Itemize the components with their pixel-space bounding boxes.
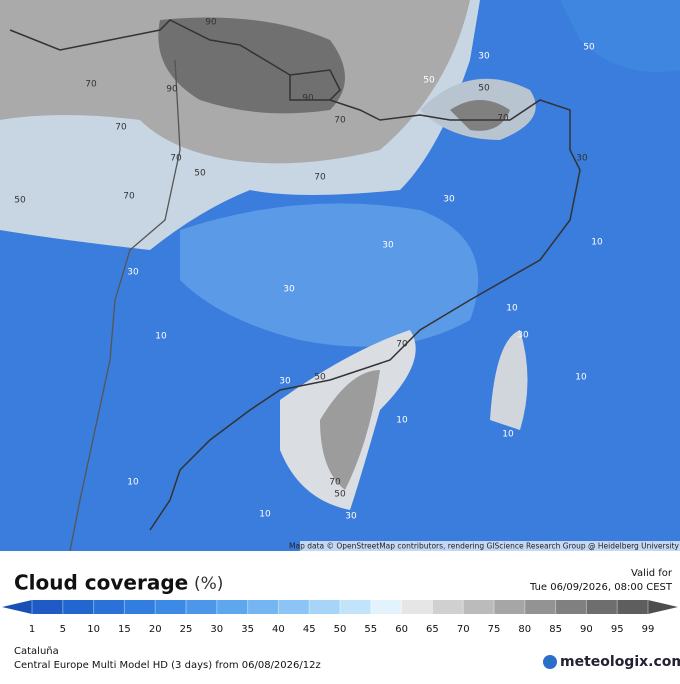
legend-swatch <box>62 600 95 614</box>
contour-label: 10 <box>127 478 139 488</box>
legend-tick-label: 95 <box>611 624 624 635</box>
valid-time: Tue 06/09/2026, 08:00 CEST <box>529 582 673 593</box>
legend-swatch <box>370 600 403 614</box>
legend-swatch <box>247 600 279 614</box>
contour-label: 30 <box>279 377 291 387</box>
contour-label: 30 <box>443 195 455 205</box>
contour-label: 70 <box>497 114 509 124</box>
legend-tick-label: 40 <box>272 624 285 635</box>
contour-label: 30 <box>127 268 139 278</box>
legend-tick-label: 25 <box>180 624 193 635</box>
contour-label: 30 <box>478 52 490 62</box>
contour-label: 10 <box>259 510 271 520</box>
brand-icon <box>543 655 557 669</box>
legend: 1 5 10 15 20 25 30 35 40 45 50 55 60 65 70 75 80 85 90 95 99 <box>2 600 678 635</box>
contour-label: 10 <box>575 373 587 383</box>
legend-tick-label: 20 <box>149 624 162 635</box>
contour-label: 30 <box>517 331 529 341</box>
brand[interactable]: meteologix.com <box>560 654 680 670</box>
legend-swatch <box>124 600 156 614</box>
legend-swatch <box>494 600 526 614</box>
legend-swatch <box>93 600 125 614</box>
legend-tick-label: 60 <box>395 624 408 635</box>
contour-label: 90 <box>166 85 178 95</box>
contour-label: 10 <box>591 238 603 248</box>
legend-tick-label: 85 <box>549 624 562 635</box>
contour-label: 90 <box>205 18 217 28</box>
legend-swatch <box>586 600 618 614</box>
contour-label: 70 <box>123 192 135 202</box>
contour-label: 70 <box>85 80 97 90</box>
legend-swatch <box>278 600 310 614</box>
contour-label: 50 <box>314 373 326 383</box>
legend-swatch <box>401 600 433 614</box>
legend-swatch <box>340 600 372 614</box>
contour-label: 70 <box>115 123 127 133</box>
map: 90 70 90 70 90 70 70 50 70 70 50 30 50 50 50 70 30 30 10 30… <box>0 0 680 552</box>
legend-tick-label: 70 <box>457 624 470 635</box>
contour-label: 30 <box>576 154 588 164</box>
valid-label: Valid for <box>631 568 673 579</box>
title: Cloud coverage <box>14 571 188 595</box>
legend-tick-label: 45 <box>303 624 316 635</box>
contour-label: 10 <box>155 332 167 342</box>
legend-tick-label: 75 <box>488 624 501 635</box>
contour-label: 50 <box>334 490 346 500</box>
contour-label: 90 <box>302 94 314 104</box>
model: Central Europe Multi Model HD (3 days) f… <box>14 660 321 671</box>
legend-swatch <box>32 600 64 614</box>
contour-label: 70 <box>396 340 408 350</box>
legend-tick-label: 10 <box>87 624 100 635</box>
legend-tick-label: 1 <box>29 624 35 635</box>
unit: (%) <box>194 574 223 594</box>
legend-swatch <box>186 600 218 614</box>
contour-label: 70 <box>170 154 182 164</box>
legend-tick-label: 90 <box>580 624 593 635</box>
attribution: Map data © OpenStreetMap contributors, r… <box>289 542 680 551</box>
legend-swatch <box>309 600 341 614</box>
region: Cataluña <box>14 646 59 657</box>
legend-swatch <box>617 600 649 614</box>
contour-label: 70 <box>329 478 341 488</box>
contour-label: 10 <box>502 430 514 440</box>
contour-label: 50 <box>194 169 206 179</box>
legend-tick-label: 65 <box>426 624 439 635</box>
contour-label: 30 <box>345 512 357 522</box>
legend-swatch <box>463 600 495 614</box>
contour-label: 50 <box>423 76 435 86</box>
legend-tick-label: 15 <box>118 624 131 635</box>
legend-tick-label: 30 <box>210 624 223 635</box>
legend-swatch <box>432 600 464 614</box>
legend-arrow-right <box>648 600 678 614</box>
legend-tick-label: 55 <box>364 624 377 635</box>
contour-labels: 90 70 90 70 90 70 70 50 70 70 50 30 50 50 50 70 30 30 10 30… <box>14 18 603 522</box>
contour-label: 70 <box>334 116 346 126</box>
legend-tick-label: 80 <box>518 624 531 635</box>
contour-label: 50 <box>478 84 490 94</box>
legend-swatch <box>524 600 557 614</box>
contour-label: 50 <box>14 196 26 206</box>
contour-label: 10 <box>506 304 518 314</box>
legend-swatch <box>555 600 587 614</box>
legend-swatch <box>155 600 187 614</box>
legend-arrow-left <box>2 600 32 614</box>
legend-tick-label: 50 <box>334 624 347 635</box>
contour-label: 70 <box>314 173 326 183</box>
legend-tick-label: 5 <box>60 624 66 635</box>
contour-label: 50 <box>583 43 595 53</box>
legend-swatch <box>216 600 249 614</box>
contour-label: 10 <box>396 416 408 426</box>
legend-tick-label: 99 <box>642 624 655 635</box>
contour-label: 30 <box>283 285 295 295</box>
legend-tick-label: 35 <box>241 624 254 635</box>
contour-label: 30 <box>382 241 394 251</box>
